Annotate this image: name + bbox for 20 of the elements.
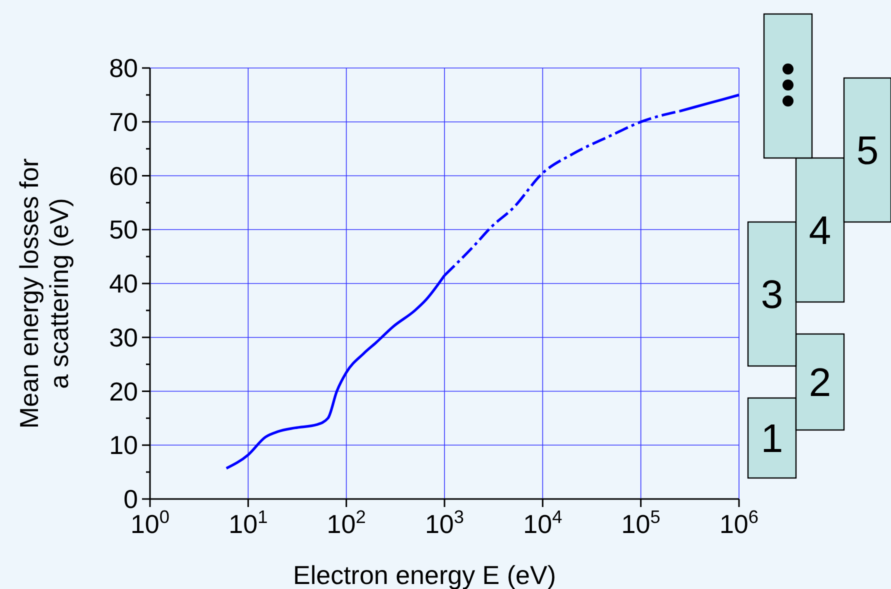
x-tick-label: 10$^{4}$ <box>523 507 562 539</box>
y-tick-label: 80 <box>109 53 138 83</box>
y-axis-title: Mean energy losses for a scattering (eV) <box>14 158 74 429</box>
y-tick-label: 30 <box>109 322 138 352</box>
y-tick-label: 70 <box>109 106 138 137</box>
x-tick-label: 10$^{2}$ <box>326 507 366 539</box>
text: 4 <box>808 209 832 253</box>
text: 3 <box>760 273 784 317</box>
y-tick-label: 20 <box>109 376 138 406</box>
x-tick-label: 10$^{5}$ <box>621 507 660 539</box>
y-tick-label: 10 <box>109 430 138 460</box>
x-tick-label: 10$^{6}$ <box>719 507 759 539</box>
text: 5 <box>856 129 879 173</box>
y-tick-label: 40 <box>109 268 138 298</box>
x-tick-label: 10$^{3}$ <box>424 507 464 539</box>
text: 2 <box>808 361 832 405</box>
text: 1 <box>760 417 784 461</box>
y-tick-label: 60 <box>109 160 138 191</box>
x-tick-label: 10$^{1}$ <box>228 507 268 539</box>
y-tick-label: 50 <box>109 214 138 245</box>
